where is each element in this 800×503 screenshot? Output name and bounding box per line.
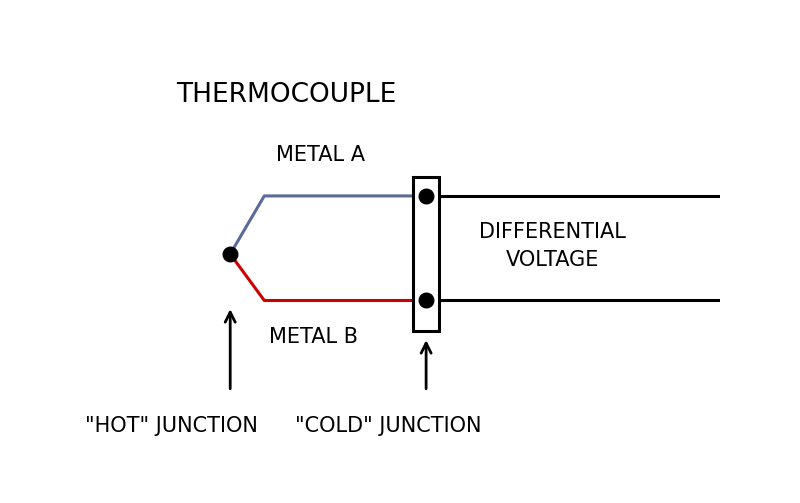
Point bbox=[420, 192, 433, 200]
Text: DIFFERENTIAL
VOLTAGE: DIFFERENTIAL VOLTAGE bbox=[479, 222, 626, 270]
Text: "COLD" JUNCTION: "COLD" JUNCTION bbox=[295, 416, 482, 437]
Text: THERMOCOUPLE: THERMOCOUPLE bbox=[176, 82, 396, 108]
Text: "HOT" JUNCTION: "HOT" JUNCTION bbox=[85, 416, 258, 437]
Bar bbox=[413, 177, 439, 331]
Text: METAL A: METAL A bbox=[275, 145, 365, 165]
Text: METAL B: METAL B bbox=[270, 327, 358, 347]
Point bbox=[420, 296, 433, 304]
Point bbox=[224, 250, 237, 258]
